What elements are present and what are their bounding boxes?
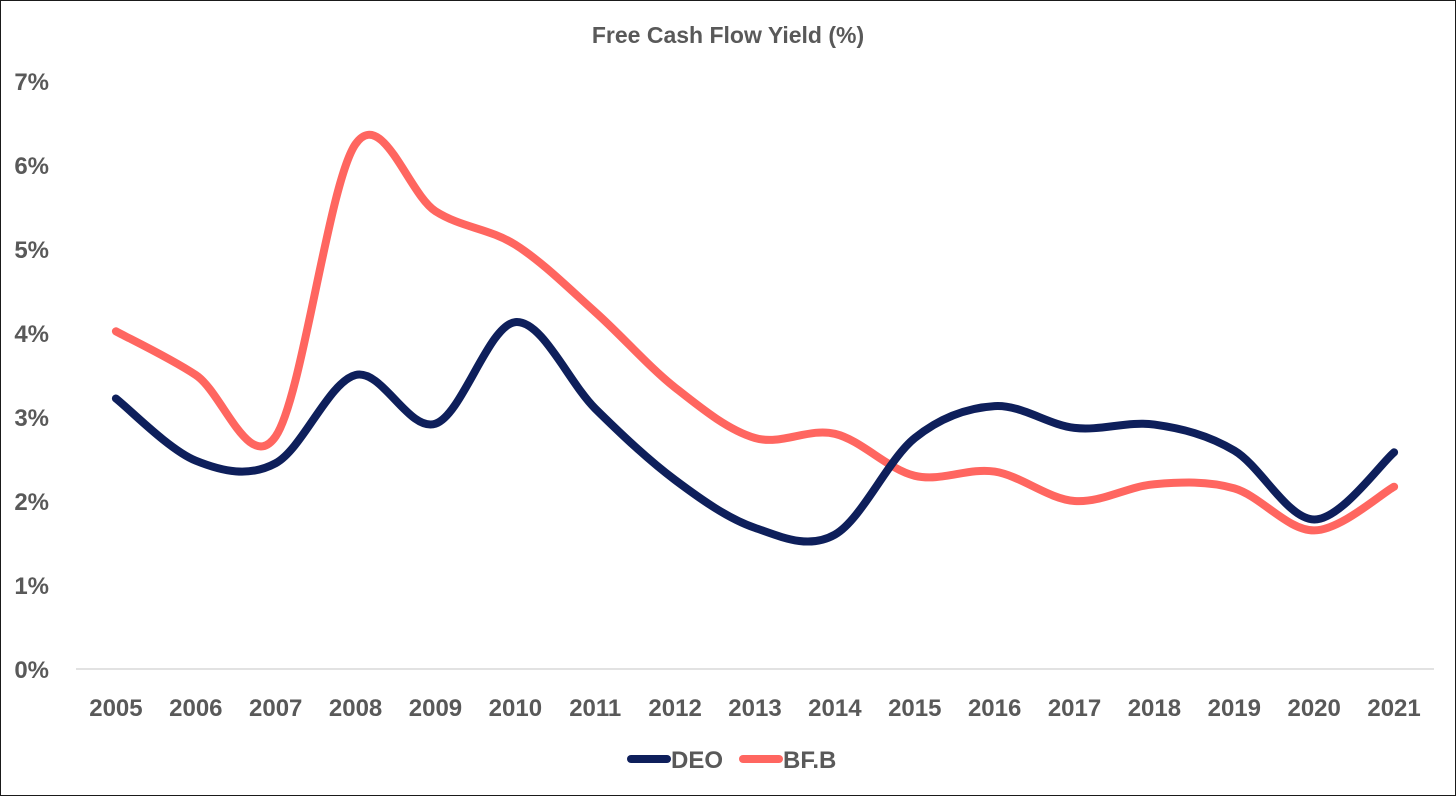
y-tick-label: 2% [14, 489, 49, 516]
x-tick-label: 2021 [1367, 695, 1420, 722]
x-tick-label: 2010 [489, 695, 542, 722]
legend: DEO BF.B [627, 747, 836, 774]
x-tick-label: 2017 [1048, 695, 1101, 722]
x-tick-label: 2014 [808, 695, 862, 722]
legend-label-deo: DEO [671, 747, 723, 774]
y-tick-label: 1% [14, 573, 49, 600]
x-tick-label: 2005 [89, 695, 142, 722]
x-tick-label: 2012 [648, 695, 701, 722]
x-tick-label: 2019 [1208, 695, 1261, 722]
x-tick-label: 2011 [569, 695, 621, 722]
x-tick-label: 2013 [728, 695, 781, 722]
x-tick-label: 2008 [329, 695, 382, 722]
plot-area [111, 131, 1399, 546]
x-tick-label: 2009 [409, 695, 462, 722]
chart-title: Free Cash Flow Yield (%) [592, 22, 864, 48]
y-axis: 0% 1% 2% 3% 4% 5% 6% 7% [14, 69, 49, 684]
y-tick-label: 6% [14, 153, 49, 180]
x-tick-label: 2007 [249, 695, 302, 722]
y-tick-label: 3% [14, 405, 49, 432]
y-tick-label: 7% [14, 69, 49, 96]
y-tick-label: 5% [14, 237, 49, 264]
x-tick-label: 2018 [1128, 695, 1181, 722]
series-line-deo [111, 318, 1399, 546]
legend-label-bf-b: BF.B [783, 747, 836, 774]
series-line-bf-b [111, 131, 1399, 535]
x-tick-label: 2015 [888, 695, 941, 722]
x-tick-label: 2020 [1287, 695, 1340, 722]
y-tick-label: 4% [14, 321, 49, 348]
y-tick-label: 0% [14, 657, 49, 684]
x-tick-label: 2006 [169, 695, 222, 722]
x-tick-label: 2016 [968, 695, 1021, 722]
x-axis: 2005 2006 2007 2008 2009 2010 2011 2012 2013 2014… [89, 695, 1421, 722]
